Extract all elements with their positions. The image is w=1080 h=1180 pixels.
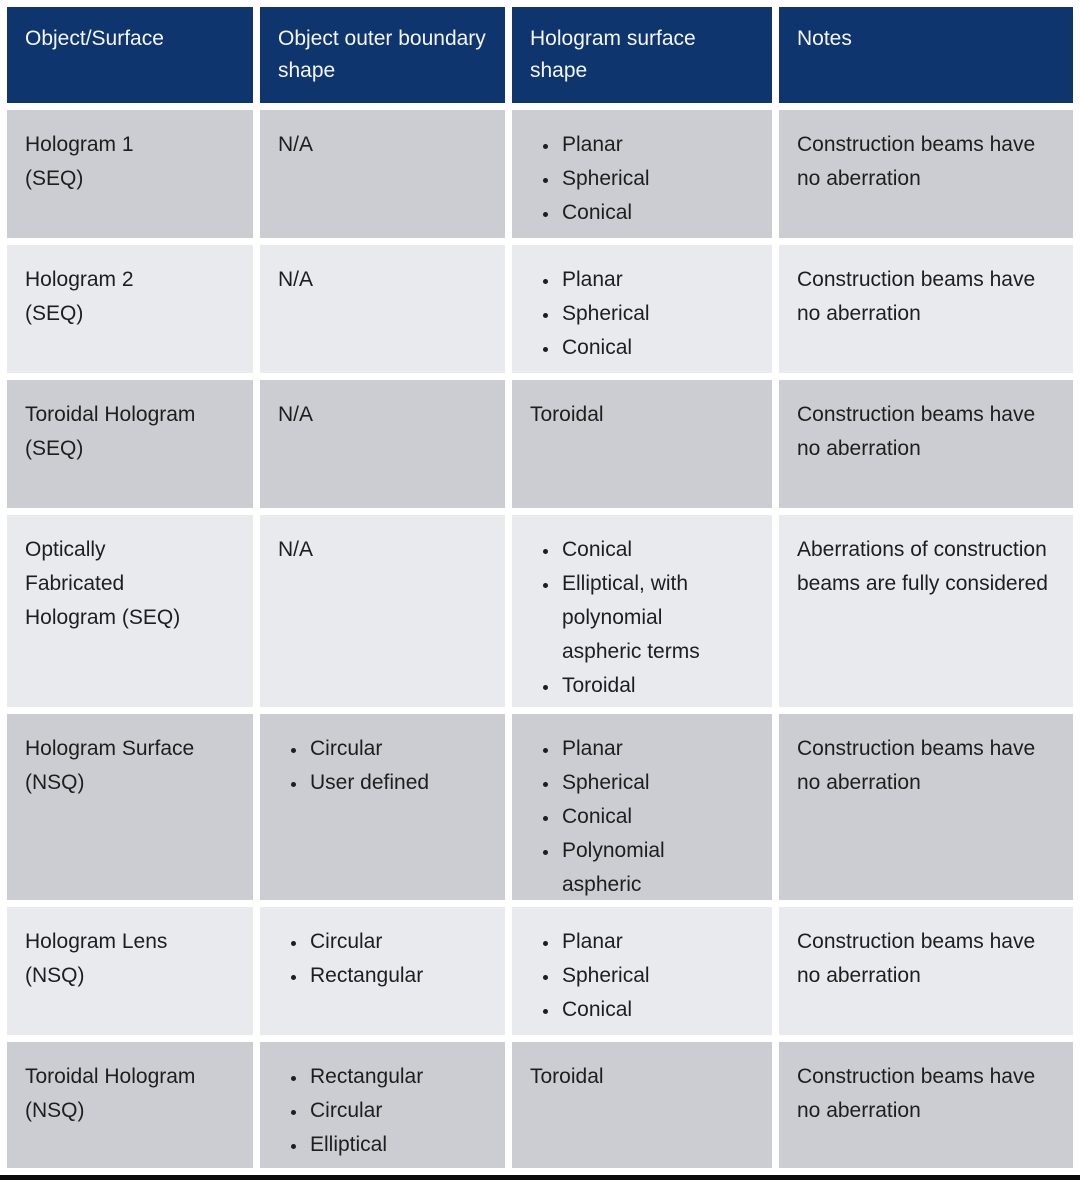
column-header-notes: Notes <box>779 7 1073 103</box>
bullet-item: User defined <box>308 766 489 800</box>
column-header-object-surface: Object/Surface <box>7 7 253 103</box>
cell-object: Toroidal Hologram (NSQ) <box>7 1042 253 1168</box>
bullet-list: ConicalElliptical, with polynomial asphe… <box>530 533 732 703</box>
bullet-item: Spherical <box>560 297 732 331</box>
bullet-item: Rectangular <box>308 959 489 993</box>
cell-notes: Aberrations of construction beams are fu… <box>779 515 1073 707</box>
cell-notes: Construction beams have no aberration <box>779 907 1073 1035</box>
cell-object: Toroidal Hologram (SEQ) <box>7 380 253 508</box>
bullet-item: Planar <box>560 925 732 959</box>
bullet-list: PlanarSphericalConical <box>530 128 732 230</box>
hologram-surface-table: Object/Surface Object outer boundary sha… <box>7 7 1073 1168</box>
column-header-hologram-surface-shape: Hologram surface shape <box>512 7 772 103</box>
bullet-list: CircularRectangular <box>278 925 489 993</box>
cell-surface: Toroidal <box>512 380 772 508</box>
bullet-item: Conical <box>560 533 732 567</box>
cell-surface: PlanarSphericalConical <box>512 907 772 1035</box>
bullet-item: Conical <box>560 800 732 834</box>
bullet-item: Spherical <box>560 959 732 993</box>
bullet-item: Toroidal <box>560 669 732 703</box>
bullet-item: Planar <box>560 732 732 766</box>
cell-object: Hologram 2 (SEQ) <box>7 245 253 373</box>
bullet-item: Conical <box>560 331 732 365</box>
cell-boundary: N/A <box>260 515 505 707</box>
bullet-item: Polynomial aspheric <box>560 834 732 902</box>
cell-notes: Construction beams have no aberration <box>779 380 1073 508</box>
cell-boundary: N/A <box>260 110 505 238</box>
cell-boundary: N/A <box>260 380 505 508</box>
bullet-list: PlanarSphericalConical <box>530 925 732 1027</box>
bullet-list: CircularUser defined <box>278 732 489 800</box>
bullet-list: PlanarSphericalConicalPolynomial aspheri… <box>530 732 732 902</box>
bullet-list: RectangularCircularElliptical <box>278 1060 489 1162</box>
bullet-item: Conical <box>560 196 732 230</box>
bullet-item: Rectangular <box>308 1060 489 1094</box>
bullet-item: Conical <box>560 993 732 1027</box>
cell-boundary: CircularRectangular <box>260 907 505 1035</box>
cell-surface: PlanarSphericalConicalPolynomial aspheri… <box>512 714 772 900</box>
bullet-item: Spherical <box>560 162 732 196</box>
table-bottom-border <box>0 1175 1080 1180</box>
bullet-item: Planar <box>560 128 732 162</box>
cell-object: Hologram Lens (NSQ) <box>7 907 253 1035</box>
cell-boundary: N/A <box>260 245 505 373</box>
cell-surface: Toroidal <box>512 1042 772 1168</box>
cell-surface: PlanarSphericalConical <box>512 245 772 373</box>
bullet-item: Circular <box>308 1094 489 1128</box>
cell-surface: ConicalElliptical, with polynomial asphe… <box>512 515 772 707</box>
bullet-item: Circular <box>308 925 489 959</box>
cell-notes: Construction beams have no aberration <box>779 245 1073 373</box>
cell-object: Optically Fabricated Hologram (SEQ) <box>7 515 253 707</box>
cell-boundary: CircularUser defined <box>260 714 505 900</box>
cell-notes: Construction beams have no aberration <box>779 1042 1073 1168</box>
cell-object: Hologram Surface (NSQ) <box>7 714 253 900</box>
bullet-item: Spherical <box>560 766 732 800</box>
cell-boundary: RectangularCircularElliptical <box>260 1042 505 1168</box>
bullet-list: PlanarSphericalConical <box>530 263 732 365</box>
cell-surface: PlanarSphericalConical <box>512 110 772 238</box>
cell-notes: Construction beams have no aberration <box>779 110 1073 238</box>
bullet-item: Circular <box>308 732 489 766</box>
bullet-item: Planar <box>560 263 732 297</box>
bullet-item: Elliptical <box>308 1128 489 1162</box>
column-header-object-outer-boundary-shape: Object outer boundary shape <box>260 7 505 103</box>
cell-notes: Construction beams have no aberration <box>779 714 1073 900</box>
cell-object: Hologram 1 (SEQ) <box>7 110 253 238</box>
bullet-item: Elliptical, with polynomial aspheric ter… <box>560 567 732 669</box>
